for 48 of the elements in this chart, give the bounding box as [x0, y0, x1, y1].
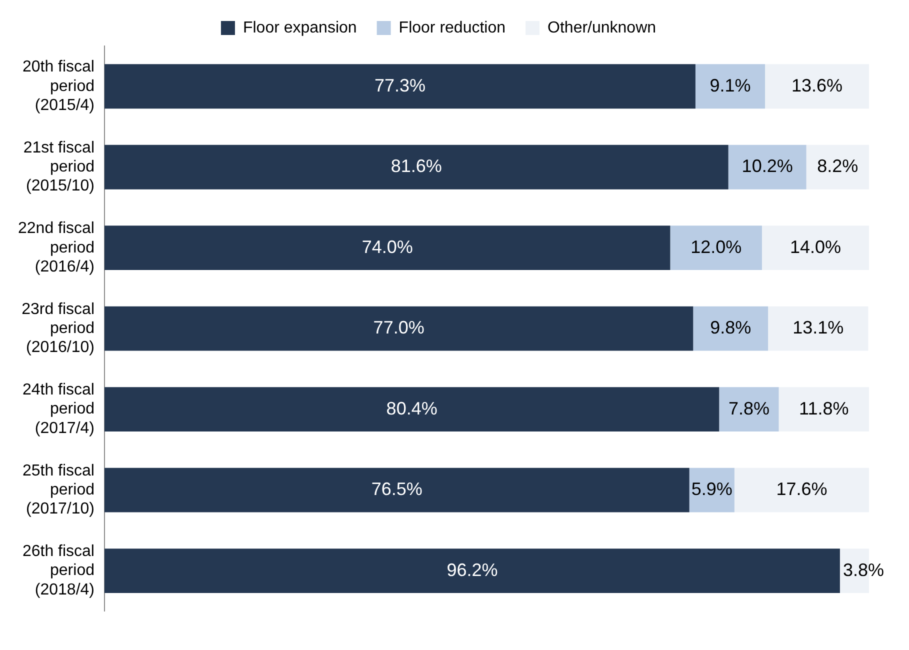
data-label: 3.8%: [842, 560, 884, 580]
bar: [670, 226, 762, 270]
y-tick-label: 26th fiscal period (2018/4): [22, 543, 94, 598]
data-label: 81.6%: [390, 156, 442, 176]
bar: [778, 387, 869, 432]
bar: [719, 387, 779, 432]
y-tick-label: 22nd fiscal period (2016/4): [18, 220, 94, 276]
data-label: 8.2%: [817, 156, 858, 176]
data-label: 10.2%: [742, 156, 793, 176]
bar: [768, 306, 868, 351]
bar: [104, 226, 670, 270]
data-label: 76.5%: [371, 479, 422, 500]
y-tick-label: 25th fiscal period (2017/10): [22, 462, 94, 518]
legend-label: Floor reduction: [398, 19, 506, 36]
bar: [762, 226, 869, 270]
data-label: 9.1%: [710, 75, 751, 96]
data-label: 13.6%: [791, 75, 843, 96]
data-label: 17.6%: [776, 479, 828, 500]
legend-label: Other/unknown: [548, 19, 656, 36]
y-tick-label: 24th fiscal period (2017/4): [22, 382, 94, 437]
bar: [806, 144, 869, 190]
y-tick-label: 21st fiscal period (2015/10): [23, 139, 94, 195]
bar: [695, 64, 766, 109]
data-label: 77.0%: [373, 318, 424, 338]
data-label: 7.8%: [728, 398, 770, 418]
bar: [104, 144, 728, 190]
data-label: 77.3%: [374, 75, 426, 96]
data-label: 11.8%: [799, 398, 849, 418]
bar: [765, 64, 869, 109]
data-label: 80.4%: [386, 398, 438, 418]
y-tick-label: 23rd fiscal period (2016/10): [22, 300, 94, 356]
data-label: 13.1%: [792, 318, 844, 338]
bar: [693, 306, 768, 351]
data-label: 12.0%: [690, 236, 742, 257]
data-label: 9.8%: [710, 318, 752, 338]
data-label: 14.0%: [790, 236, 842, 257]
bar: [728, 144, 806, 190]
bar: [734, 468, 869, 512]
bar: [104, 64, 696, 109]
bar: [104, 548, 840, 594]
legend-label: Floor expansion: [242, 19, 357, 36]
bar: [104, 306, 694, 351]
data-label: 74.0%: [362, 236, 413, 257]
data-label: 5.9%: [691, 479, 732, 500]
bar: [104, 468, 690, 512]
y-tick-label: 20th fiscal period (2015/4): [22, 58, 94, 114]
bar: [104, 387, 720, 432]
data-label: 96.2%: [446, 560, 498, 580]
